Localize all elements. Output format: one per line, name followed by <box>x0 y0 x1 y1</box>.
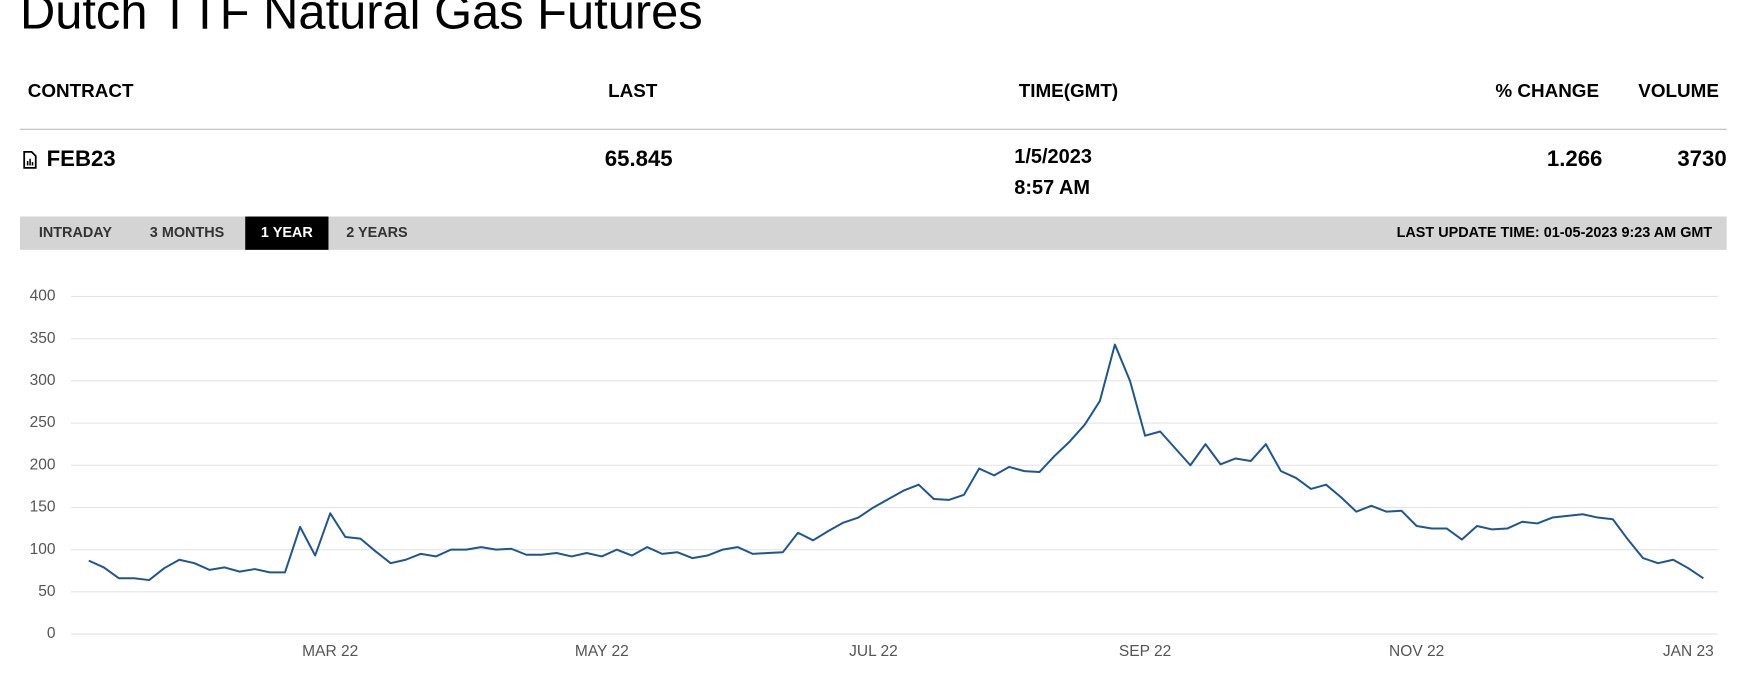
tab[interactable]: 2 YEARS <box>346 225 408 241</box>
price-line <box>88 343 1704 582</box>
x-tick-label: JAN 23 <box>1663 643 1714 660</box>
volume: 3730 <box>1677 146 1726 171</box>
y-tick-label: 150 <box>30 499 56 516</box>
y-tick-label: 200 <box>30 456 56 473</box>
y-tick-label: 300 <box>30 372 56 389</box>
y-tick-label: 400 <box>30 288 56 305</box>
column-header: TIME(GMT) <box>1019 80 1118 101</box>
column-header: VOLUME <box>1638 80 1719 101</box>
y-tick-label: 0 <box>47 625 56 642</box>
percent-change: 1.266 <box>1547 146 1603 171</box>
y-tick-label: 100 <box>30 541 56 558</box>
y-tick-label: 50 <box>38 583 56 600</box>
tab[interactable]: 3 MONTHS <box>150 225 225 241</box>
y-tick-label: 250 <box>30 414 56 431</box>
x-tick-label: MAR 22 <box>302 643 358 660</box>
x-tick-label: JUL 22 <box>849 643 898 660</box>
tab-active[interactable]: 1 YEAR <box>261 225 313 241</box>
tab[interactable]: INTRADAY <box>39 225 113 241</box>
time: 8:57 AM <box>1014 177 1090 199</box>
last-update: LAST UPDATE TIME: 01-05-2023 9:23 AM GMT <box>1397 225 1713 241</box>
contract[interactable]: FEB23 <box>47 146 116 171</box>
date: 1/5/2023 <box>1014 146 1092 168</box>
x-tick-label: SEP 22 <box>1119 643 1171 660</box>
column-header: % CHANGE <box>1495 80 1599 101</box>
y-tick-label: 350 <box>30 330 56 347</box>
column-header: LAST <box>608 80 658 101</box>
active-tab-bg <box>245 216 329 250</box>
column-header: CONTRACT <box>28 80 134 101</box>
page-title: Dutch TTF Natural Gas Futures <box>20 0 703 39</box>
chart-icon[interactable] <box>23 151 37 169</box>
x-tick-label: NOV 22 <box>1389 643 1444 660</box>
last-price: 65.845 <box>605 146 673 171</box>
x-tick-label: MAY 22 <box>575 643 629 660</box>
